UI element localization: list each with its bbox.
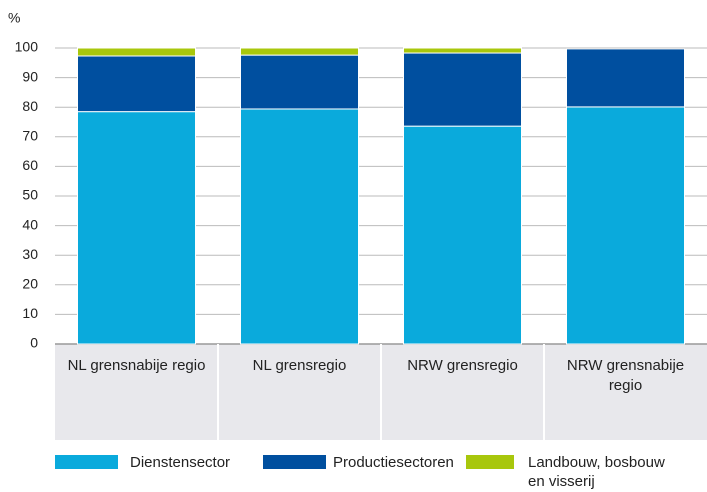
y-tick-label: 80 — [22, 98, 38, 114]
legend-swatch — [55, 455, 118, 469]
y-tick-label: 10 — [22, 305, 38, 321]
bar-segment — [240, 54, 359, 110]
y-tick-label: 70 — [22, 128, 38, 144]
x-tick-label: NRW grensregio — [407, 357, 518, 374]
legend-label: Productiesectoren — [333, 454, 454, 471]
legend-swatch — [263, 455, 326, 469]
x-tick-label: NL grensregio — [252, 357, 347, 374]
y-tick-label: 100 — [15, 39, 39, 55]
y-tick-label: 50 — [22, 187, 38, 203]
bar-segment — [403, 52, 522, 127]
y-tick-label: 20 — [22, 276, 38, 292]
x-tick-label: NRW grensnabije regio — [566, 357, 685, 394]
bar-segment — [403, 47, 522, 54]
legend-label: Dienstensector — [130, 454, 231, 471]
y-tick-label: 60 — [22, 157, 38, 173]
y-tick-label: 40 — [22, 216, 38, 232]
bar-segment — [403, 125, 522, 345]
y-unit: % — [8, 10, 20, 26]
bar-segment — [77, 111, 196, 345]
bar-segment — [566, 48, 685, 108]
y-tick-label: 0 — [30, 335, 38, 351]
y-tick-label: 30 — [22, 246, 38, 262]
bar-segment — [240, 108, 359, 345]
bar-segment — [240, 47, 359, 56]
y-tick-label: 90 — [22, 68, 38, 84]
legend-label: Landbouw, bosbouw en visserij — [528, 454, 665, 490]
bar-segment — [77, 47, 196, 57]
bar-segment — [77, 55, 196, 113]
bar-segment — [566, 106, 685, 345]
x-tick-label: NL grensnabije regio — [67, 357, 206, 374]
legend-swatch — [466, 455, 514, 469]
